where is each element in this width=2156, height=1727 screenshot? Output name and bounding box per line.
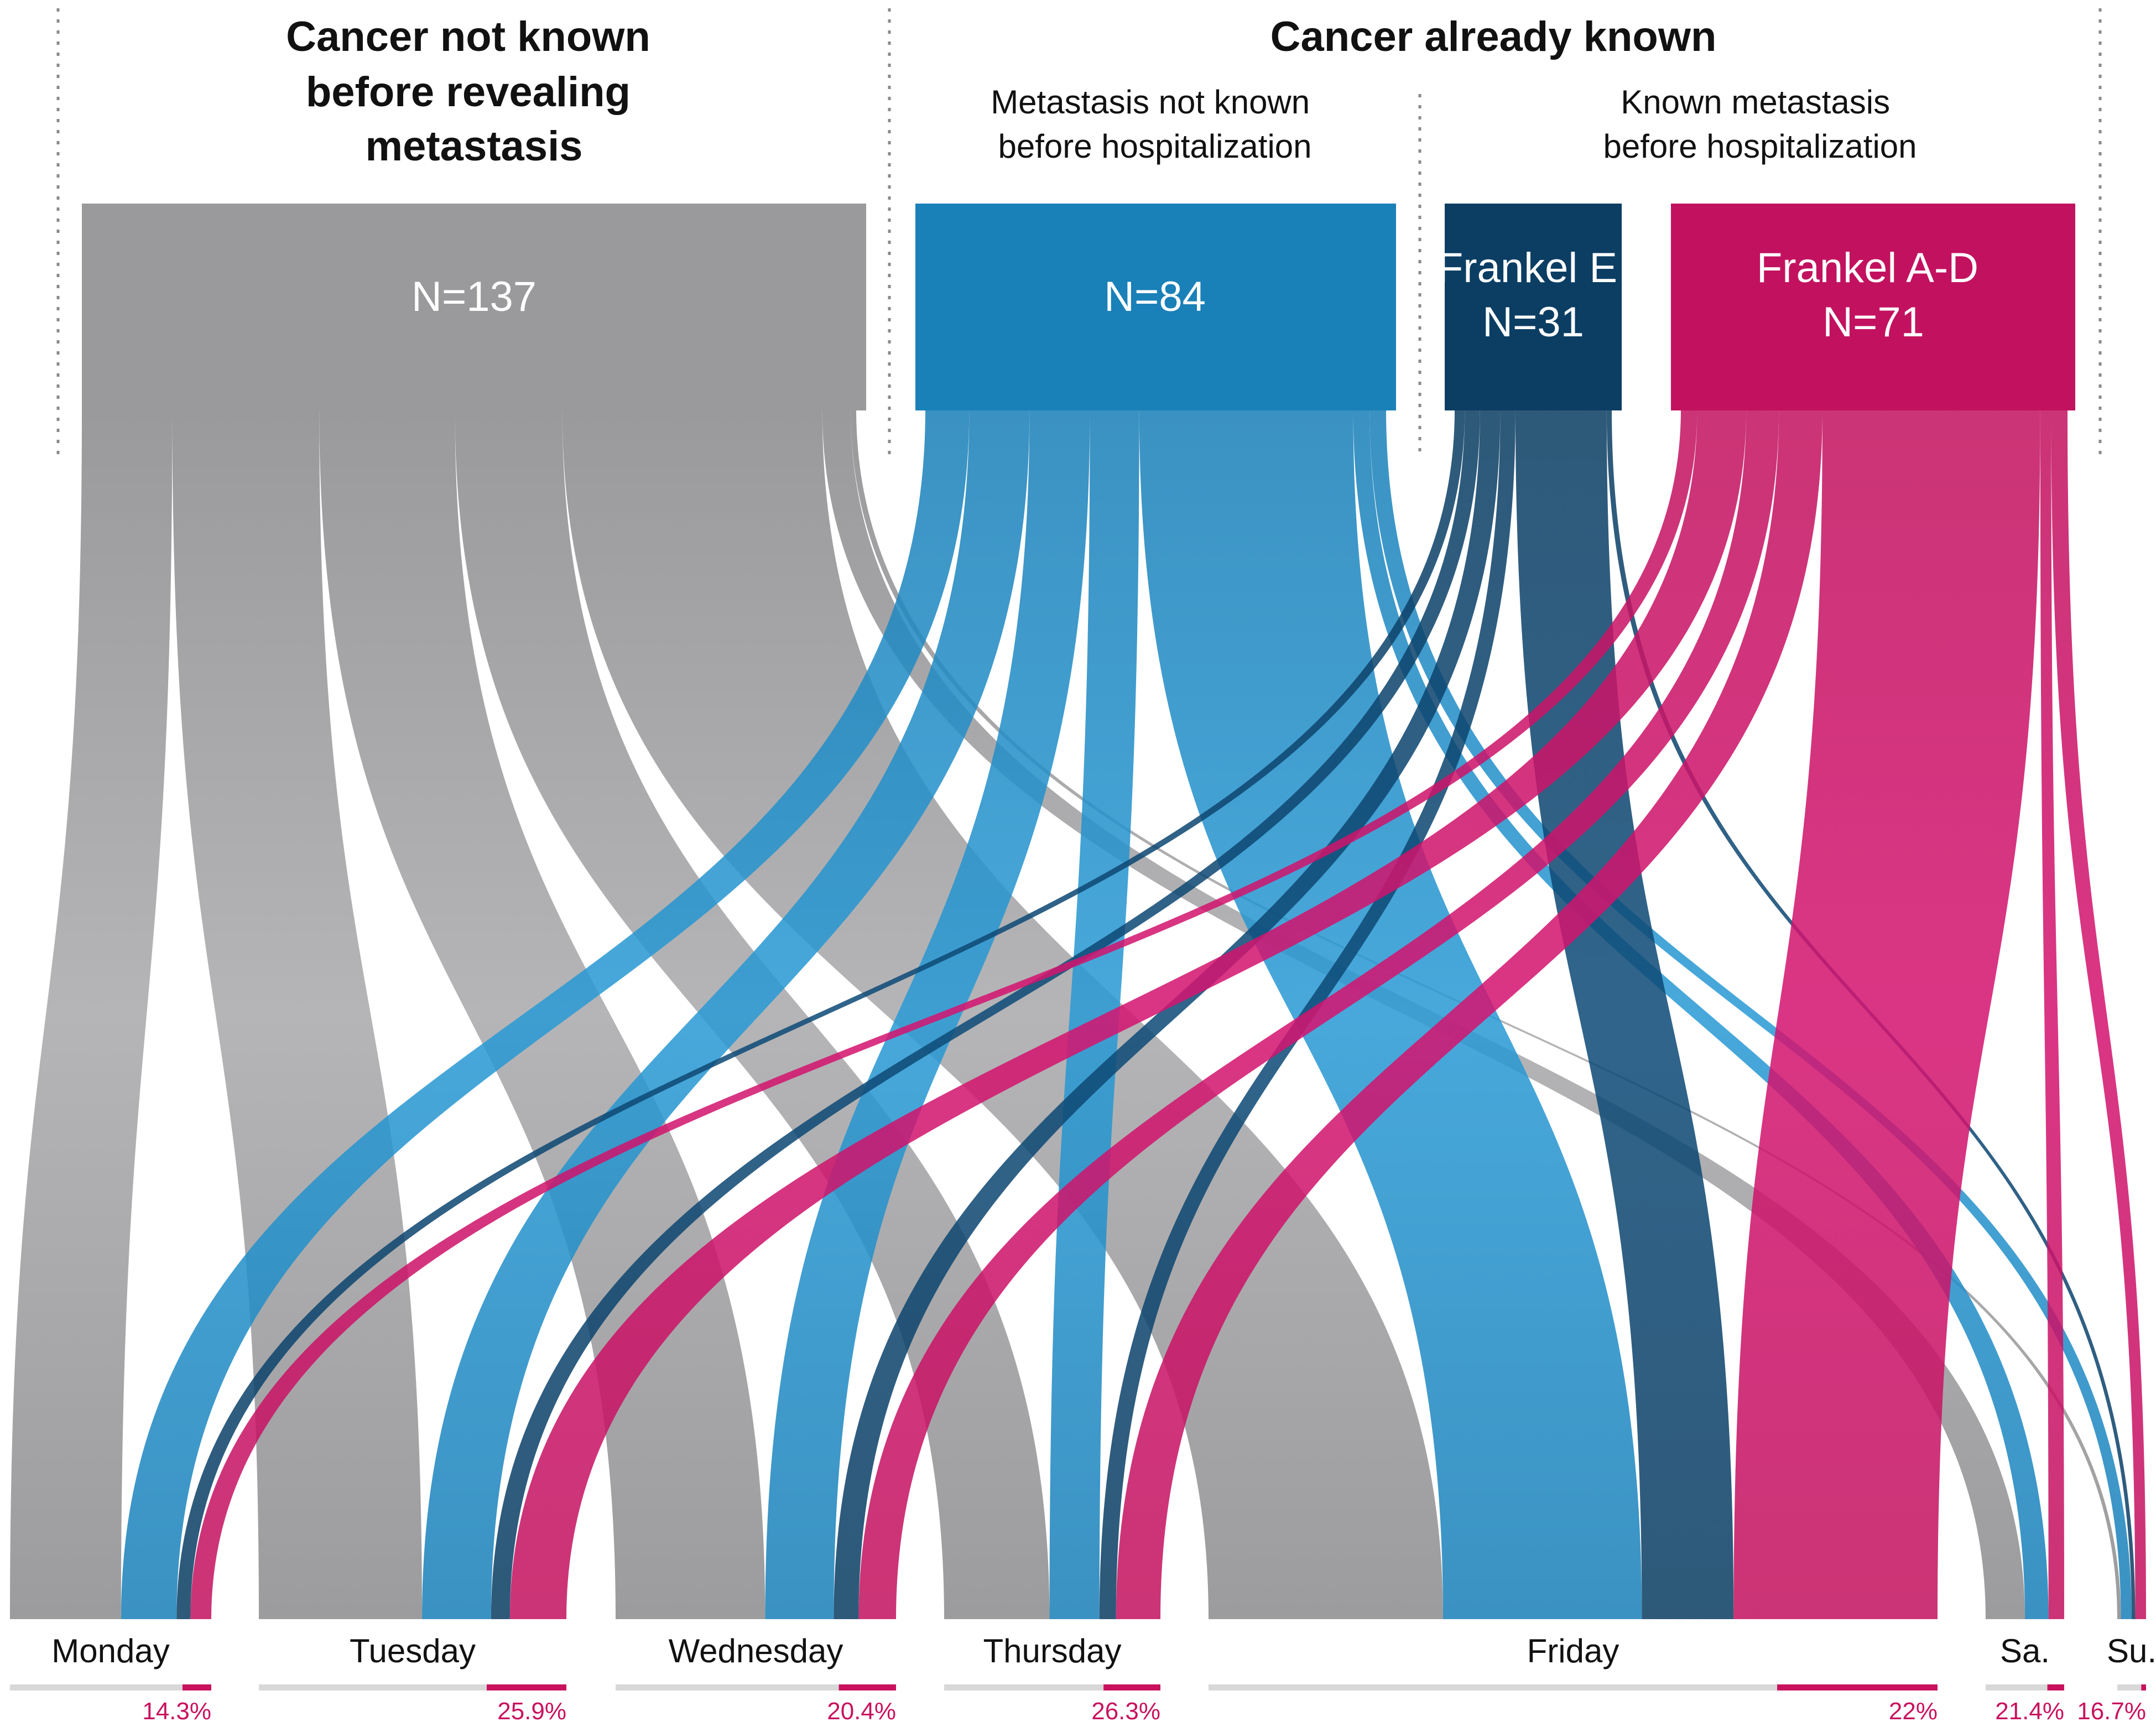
- share-label-5: 21.4%: [1995, 1698, 2064, 1725]
- flow-blue-friday: [1139, 408, 1642, 1619]
- share-label-6: 16.7%: [2077, 1698, 2146, 1725]
- share-track-3: [944, 1684, 1160, 1690]
- share-bar-4: [1777, 1684, 1938, 1690]
- node-label-navy: Frankel E N=31: [1438, 245, 1629, 346]
- subtitle-known-metastasis: Known metastasis before hospitalization: [1603, 84, 1917, 165]
- source-node-pink: [1671, 204, 2075, 410]
- share-track-5: [1986, 1684, 2064, 1690]
- share-track-2: [616, 1684, 896, 1690]
- share-bar-1: [486, 1684, 566, 1690]
- node-label-gray: N=137: [412, 273, 537, 320]
- flow-navy-monday: [176, 408, 1465, 1619]
- share-label-4: 22%: [1889, 1698, 1938, 1725]
- share-bar-3: [1103, 1684, 1160, 1690]
- day-label-su: Su.: [2107, 1632, 2156, 1669]
- day-label-tuesday: Tuesday: [350, 1632, 476, 1669]
- flow-pink-tuesday: [509, 408, 1747, 1619]
- flow-pink-thursday: [1116, 408, 1822, 1619]
- share-track-6: [2117, 1684, 2146, 1690]
- flow-pink-su: [2051, 408, 2146, 1619]
- day-label-wednesday: Wednesday: [669, 1632, 843, 1669]
- flow-blue-su: [1369, 408, 2132, 1619]
- flows-layer: [10, 408, 2146, 1619]
- flow-navy-friday: [1515, 408, 1734, 1619]
- subtitle-metastasis-not-known: Metastasis not known before hospitalizat…: [991, 84, 1319, 165]
- share-bar-2: [839, 1684, 896, 1690]
- flow-blue-monday: [121, 408, 970, 1619]
- flow-pink-monday: [190, 408, 1697, 1619]
- source-node-blue: [915, 204, 1396, 410]
- share-track-1: [259, 1684, 566, 1690]
- flow-pink-sa: [2040, 408, 2064, 1619]
- node-label-blue: N=84: [1104, 273, 1206, 320]
- days-layer: Monday 14.3% Tuesday 25.9% Wednesday 20.4% Thu…: [10, 1632, 2156, 1725]
- node-label-pink: Frankel A-D N=71: [1757, 245, 1990, 346]
- flow-gray-monday: [10, 408, 173, 1619]
- share-track-0: [10, 1684, 211, 1690]
- share-bar-5: [2047, 1684, 2064, 1690]
- nodes-layer: [82, 204, 2075, 410]
- flow-navy-wednesday: [834, 408, 1501, 1619]
- flow-blue-wednesday: [765, 408, 1090, 1619]
- day-label-monday: Monday: [51, 1632, 169, 1669]
- source-node-gray: [82, 204, 866, 410]
- title-already-known: Cancer already known: [1270, 13, 1717, 60]
- share-label-3: 26.3%: [1091, 1698, 1160, 1725]
- flow-blue-thursday: [1049, 408, 1139, 1619]
- share-label-0: 14.3%: [142, 1698, 211, 1725]
- share-track-4: [1209, 1684, 1938, 1690]
- share-label-2: 20.4%: [827, 1698, 896, 1725]
- share-label-1: 25.9%: [497, 1698, 566, 1725]
- day-label-friday: Friday: [1527, 1632, 1619, 1669]
- flow-blue-sa: [1353, 408, 2049, 1619]
- flow-pink-friday: [1733, 408, 2040, 1619]
- day-label-sa: Sa.: [2000, 1632, 2050, 1669]
- flow-navy-tuesday: [491, 408, 1480, 1619]
- share-bar-0: [182, 1684, 211, 1690]
- share-bar-6: [2141, 1684, 2146, 1690]
- title-not-known: Cancer not known before revealing metast…: [286, 13, 662, 170]
- source-node-navy: [1445, 204, 1622, 410]
- day-label-thursday: Thursday: [983, 1632, 1121, 1669]
- flow-blue-tuesday: [422, 408, 1030, 1619]
- flow-pink-wednesday: [858, 408, 1779, 1619]
